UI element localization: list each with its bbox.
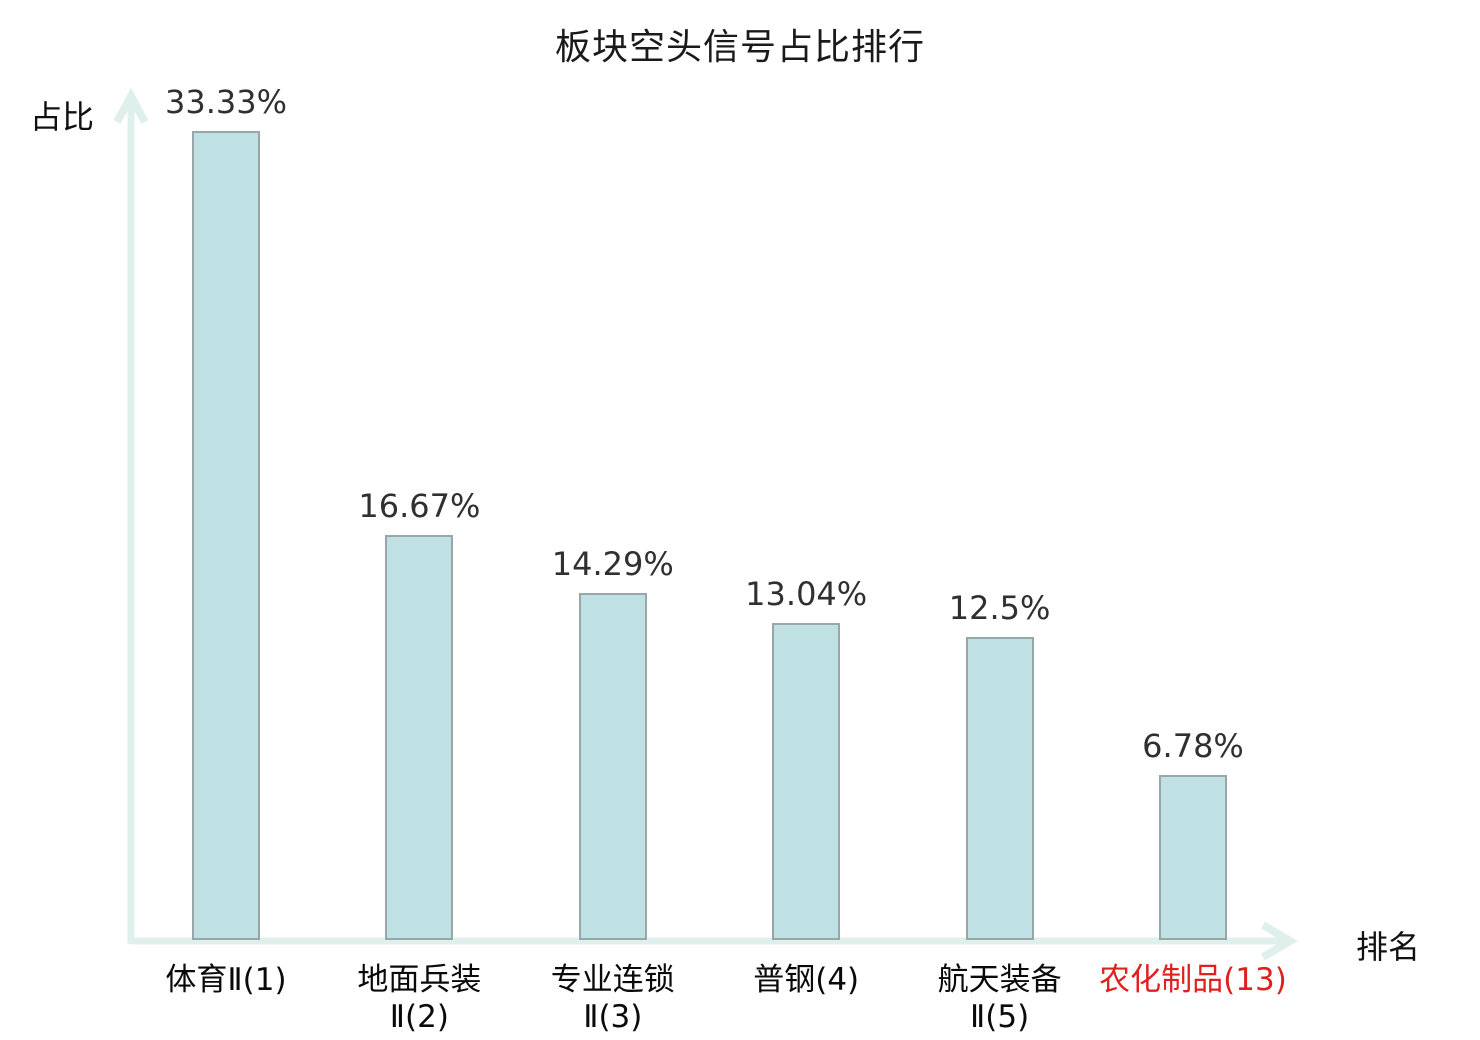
- x-axis-arrow-icon: [1260, 921, 1298, 961]
- bar: [192, 131, 260, 940]
- bar-category-label: 航天装备 Ⅱ(5): [878, 962, 1122, 1036]
- bar-category-line: 普钢(4): [753, 962, 860, 998]
- bar: [965, 636, 1034, 940]
- bar: [385, 535, 454, 940]
- bar-category-line: 农化制品(13): [1099, 962, 1287, 998]
- bar: [772, 623, 841, 940]
- bar-category-line: 专业连锁: [550, 962, 675, 998]
- bar-category-line: 航天装备: [937, 962, 1062, 998]
- bar-category-label: 地面兵装 Ⅱ(2): [297, 962, 541, 1036]
- bar-category-line: 地面兵装: [357, 962, 482, 998]
- bar-value-label: 13.04%: [745, 575, 868, 614]
- bar-value-label: 14.29%: [551, 545, 674, 584]
- bar-category-label: 农化制品(13): [1071, 962, 1315, 999]
- y-axis-arrow-icon: [113, 87, 149, 124]
- bar: [578, 593, 647, 940]
- y-axis-title: 占比: [30, 98, 95, 136]
- bar-value-label: 6.78%: [1142, 727, 1244, 766]
- bar-value-label: 33.33%: [164, 83, 287, 121]
- bar-value-label: 12.5%: [948, 588, 1051, 627]
- bar-category-line: Ⅱ(5): [970, 999, 1030, 1035]
- bar-category-line: Ⅱ(2): [389, 999, 449, 1035]
- bar-category-label: 普钢(4): [684, 962, 928, 999]
- bar-category-line: 体育Ⅱ(1): [165, 962, 287, 998]
- bar: [1159, 775, 1227, 940]
- bar-value-label: 16.67%: [358, 487, 481, 526]
- bar-category-label: 体育Ⅱ(1): [104, 962, 348, 999]
- bar-category-line: Ⅱ(3): [583, 999, 643, 1035]
- x-axis-title: 排名: [1356, 928, 1421, 966]
- chart-title: 板块空头信号占比排行: [554, 27, 925, 68]
- bar-category-label: 专业连锁 Ⅱ(3): [491, 962, 735, 1036]
